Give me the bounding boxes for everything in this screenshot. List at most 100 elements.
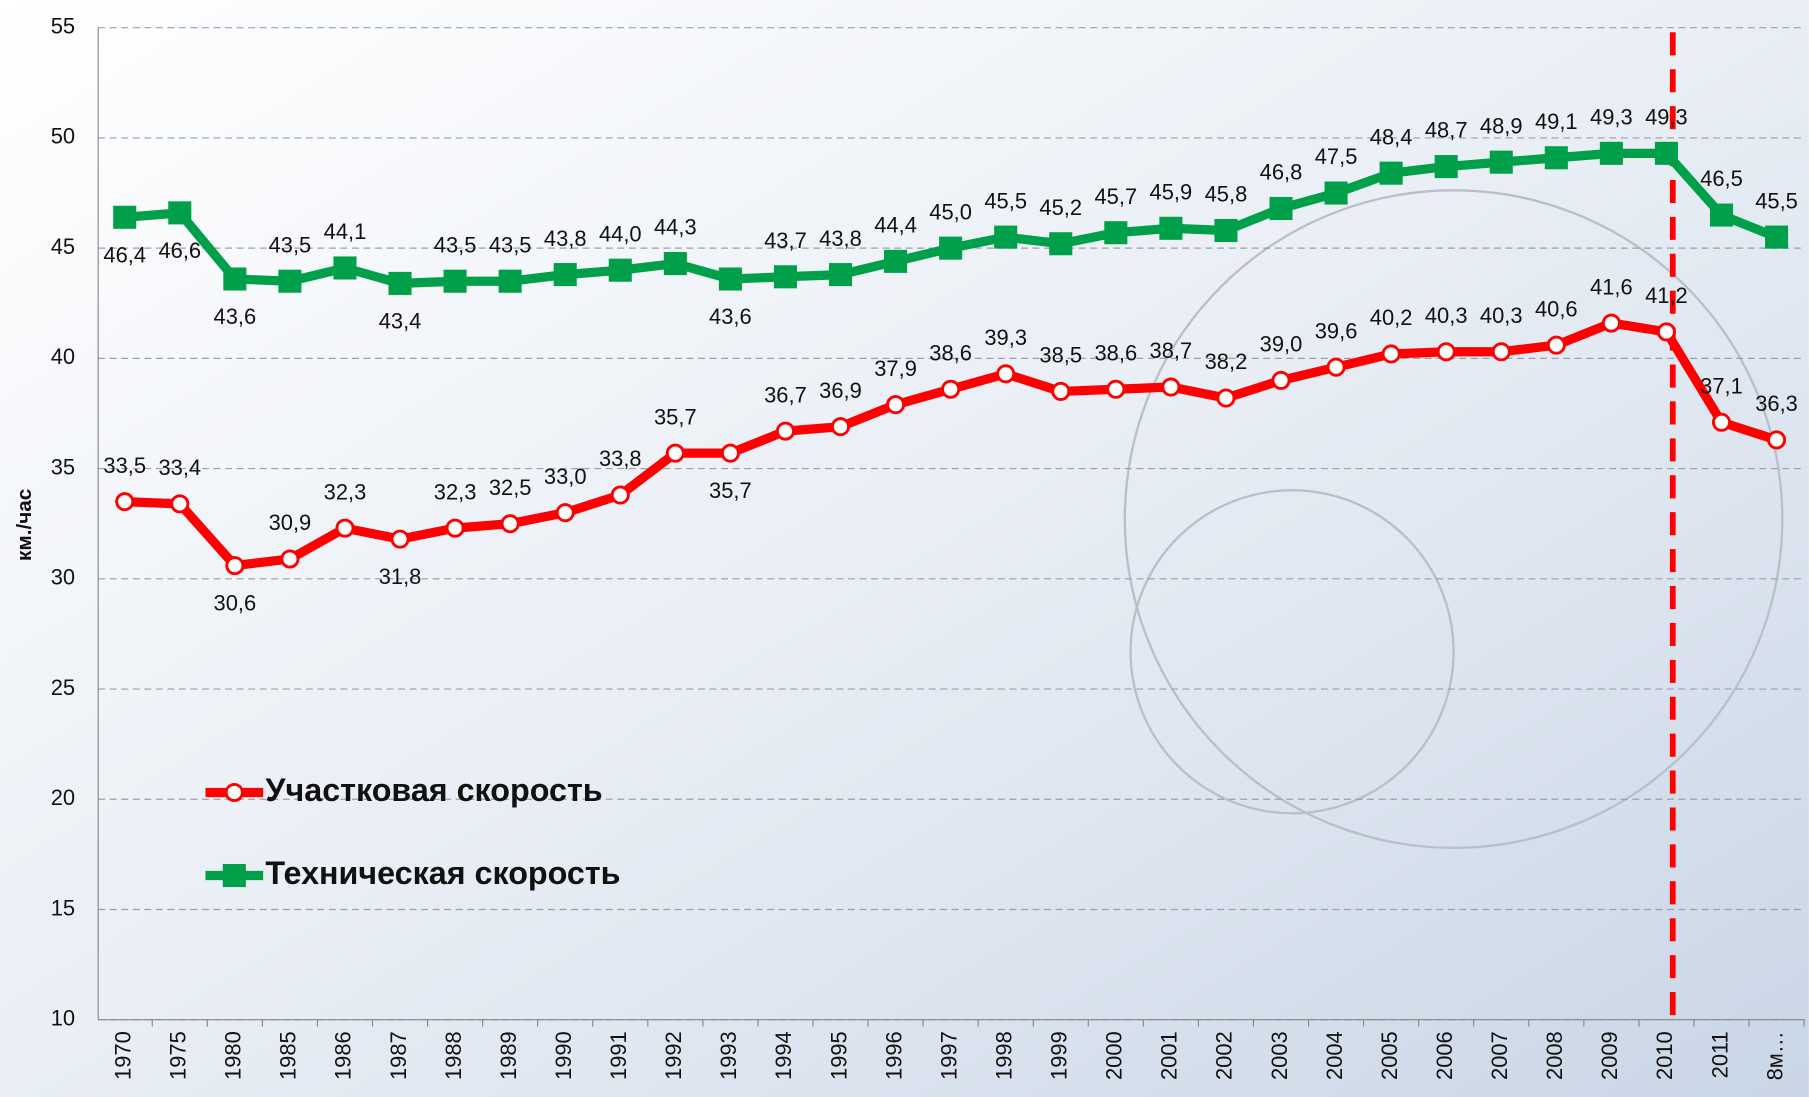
x-tick-label: 1985 bbox=[276, 1031, 301, 1080]
x-tick-label: 8м… bbox=[1762, 1031, 1787, 1080]
point bbox=[718, 267, 742, 291]
data-label: 37,1 bbox=[1700, 373, 1743, 398]
x-tick-label: 1990 bbox=[551, 1031, 576, 1080]
data-label: 38,7 bbox=[1150, 338, 1193, 363]
point bbox=[1434, 155, 1458, 179]
point bbox=[1489, 150, 1513, 174]
data-label: 45,8 bbox=[1205, 182, 1248, 207]
x-tick-label: 2009 bbox=[1597, 1031, 1622, 1080]
data-label: 46,6 bbox=[158, 238, 201, 263]
data-label: 40,6 bbox=[1535, 296, 1578, 321]
point bbox=[500, 514, 520, 534]
point bbox=[1269, 196, 1293, 220]
data-label: 33,4 bbox=[158, 455, 201, 480]
data-label: 44,0 bbox=[599, 221, 642, 246]
point bbox=[1049, 232, 1073, 256]
data-label: 37,9 bbox=[874, 356, 917, 381]
y-tick-label: 35 bbox=[51, 454, 75, 479]
point bbox=[1767, 430, 1787, 450]
point bbox=[335, 518, 355, 538]
data-label: 41,2 bbox=[1645, 283, 1688, 308]
data-label: 32,5 bbox=[489, 475, 532, 500]
data-label: 30,6 bbox=[214, 591, 257, 616]
data-label: 35,7 bbox=[654, 404, 697, 429]
y-axis-label: км./час bbox=[13, 489, 36, 561]
point bbox=[1104, 221, 1128, 245]
point bbox=[1106, 379, 1126, 399]
point bbox=[1326, 357, 1346, 377]
point bbox=[773, 265, 797, 289]
data-label: 46,4 bbox=[103, 242, 146, 267]
x-tick-label: 1986 bbox=[331, 1031, 356, 1080]
point bbox=[941, 379, 961, 399]
data-label: 39,3 bbox=[984, 325, 1027, 350]
point bbox=[443, 269, 467, 293]
data-label: 40,3 bbox=[1480, 303, 1523, 328]
x-tick-label: 1993 bbox=[716, 1031, 741, 1080]
point bbox=[555, 503, 575, 523]
legend-label: Техническая скорость bbox=[265, 855, 620, 891]
point bbox=[1711, 412, 1732, 432]
point bbox=[280, 549, 300, 569]
x-tick-label: 2000 bbox=[1102, 1031, 1127, 1080]
x-tick-label: 1999 bbox=[1047, 1031, 1072, 1080]
data-label: 44,4 bbox=[874, 213, 917, 238]
x-tick-label: 1970 bbox=[110, 1031, 135, 1080]
x-tick-label: 2006 bbox=[1432, 1031, 1457, 1080]
point bbox=[1656, 322, 1676, 342]
point bbox=[1709, 203, 1734, 227]
data-label: 39,0 bbox=[1260, 332, 1303, 357]
data-label: 38,6 bbox=[929, 340, 972, 365]
data-label: 38,2 bbox=[1205, 349, 1248, 374]
point bbox=[1546, 335, 1566, 355]
data-label: 33,5 bbox=[103, 453, 146, 478]
point bbox=[333, 256, 357, 280]
data-label: 38,6 bbox=[1095, 340, 1138, 365]
data-label: 38,5 bbox=[1039, 343, 1082, 368]
point bbox=[1654, 141, 1678, 165]
y-tick-label: 15 bbox=[51, 895, 75, 920]
point bbox=[115, 492, 135, 512]
decor-circle bbox=[1129, 489, 1455, 815]
y-tick-label: 55 bbox=[51, 13, 75, 38]
data-label: 46,5 bbox=[1700, 166, 1743, 191]
point bbox=[665, 443, 685, 463]
point bbox=[1436, 342, 1456, 362]
x-tick-label: 1988 bbox=[441, 1031, 466, 1080]
point bbox=[775, 421, 795, 441]
point bbox=[1601, 313, 1621, 333]
data-label: 45,5 bbox=[1755, 188, 1798, 213]
x-tick-label: 1987 bbox=[386, 1031, 411, 1080]
data-label: 44,3 bbox=[654, 215, 697, 240]
point bbox=[996, 364, 1016, 384]
y-tick-label: 10 bbox=[51, 1005, 75, 1030]
point bbox=[720, 443, 740, 463]
x-tick-label: 1997 bbox=[936, 1031, 961, 1080]
point bbox=[445, 518, 465, 538]
point bbox=[278, 269, 302, 293]
data-label: 48,7 bbox=[1425, 118, 1468, 143]
data-label: 35,7 bbox=[709, 478, 752, 503]
y-tick-label: 20 bbox=[51, 785, 75, 810]
point bbox=[1599, 141, 1623, 165]
point bbox=[170, 494, 190, 514]
point bbox=[1271, 370, 1291, 390]
y-tick-label: 45 bbox=[51, 234, 75, 259]
data-label: 43,6 bbox=[214, 304, 257, 329]
data-label: 48,9 bbox=[1480, 113, 1523, 138]
x-tick-label: 1989 bbox=[496, 1031, 521, 1080]
point bbox=[1051, 381, 1071, 401]
x-tick-label: 2007 bbox=[1487, 1031, 1512, 1080]
x-tick-label: 2003 bbox=[1267, 1031, 1292, 1080]
data-label: 43,8 bbox=[819, 226, 862, 251]
data-label: 49,3 bbox=[1645, 105, 1688, 130]
data-label: 43,8 bbox=[544, 226, 587, 251]
point bbox=[1379, 161, 1403, 185]
data-label: 40,3 bbox=[1425, 303, 1468, 328]
data-label: 48,4 bbox=[1370, 124, 1413, 149]
x-tick-label: 2002 bbox=[1212, 1031, 1237, 1080]
point bbox=[939, 236, 963, 260]
data-label: 45,7 bbox=[1095, 184, 1138, 209]
data-label: 30,9 bbox=[269, 510, 312, 535]
x-tick-label: 2010 bbox=[1652, 1031, 1677, 1080]
